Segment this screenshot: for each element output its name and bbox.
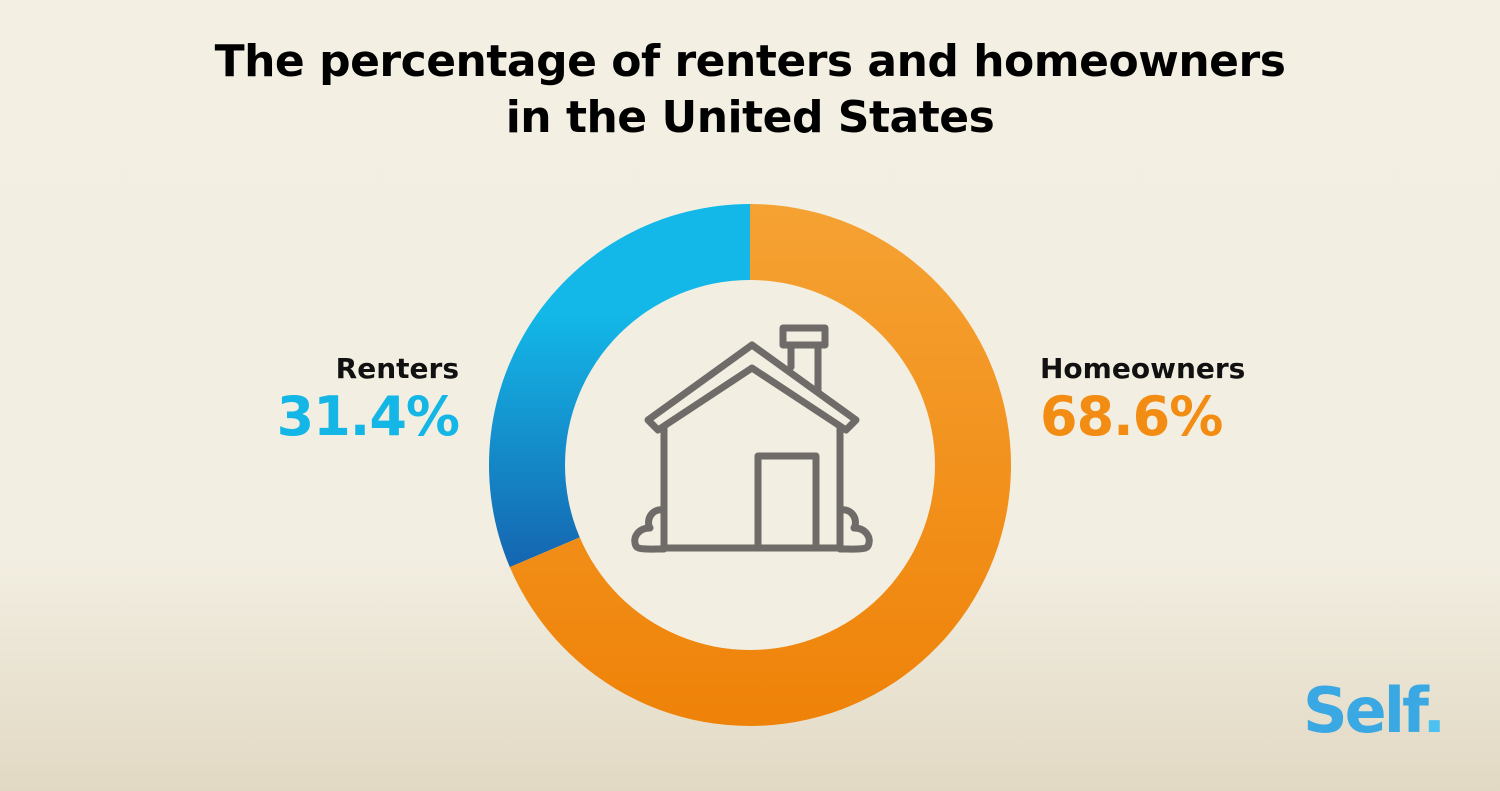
renters-value: 31.4%	[276, 385, 460, 448]
renters-name: Renters	[335, 352, 459, 385]
homeowners-name: Homeowners	[1040, 352, 1246, 385]
title-line-1: The percentage of renters and homeowners	[214, 36, 1286, 87]
chart-title: The percentage of renters and homeowners…	[0, 34, 1500, 146]
renters-label: Renters 31.4%	[276, 352, 460, 448]
slice-homeowners	[509, 204, 1012, 726]
homeowners-value: 68.6%	[1040, 385, 1223, 448]
donut-hole	[565, 280, 935, 650]
self-logo: Self.	[1303, 674, 1446, 747]
slice-renters	[489, 204, 750, 568]
homeowners-label: Homeowners 68.6%	[1040, 352, 1245, 448]
house-icon	[631, 324, 873, 553]
title-line-2: in the United States	[505, 92, 995, 143]
